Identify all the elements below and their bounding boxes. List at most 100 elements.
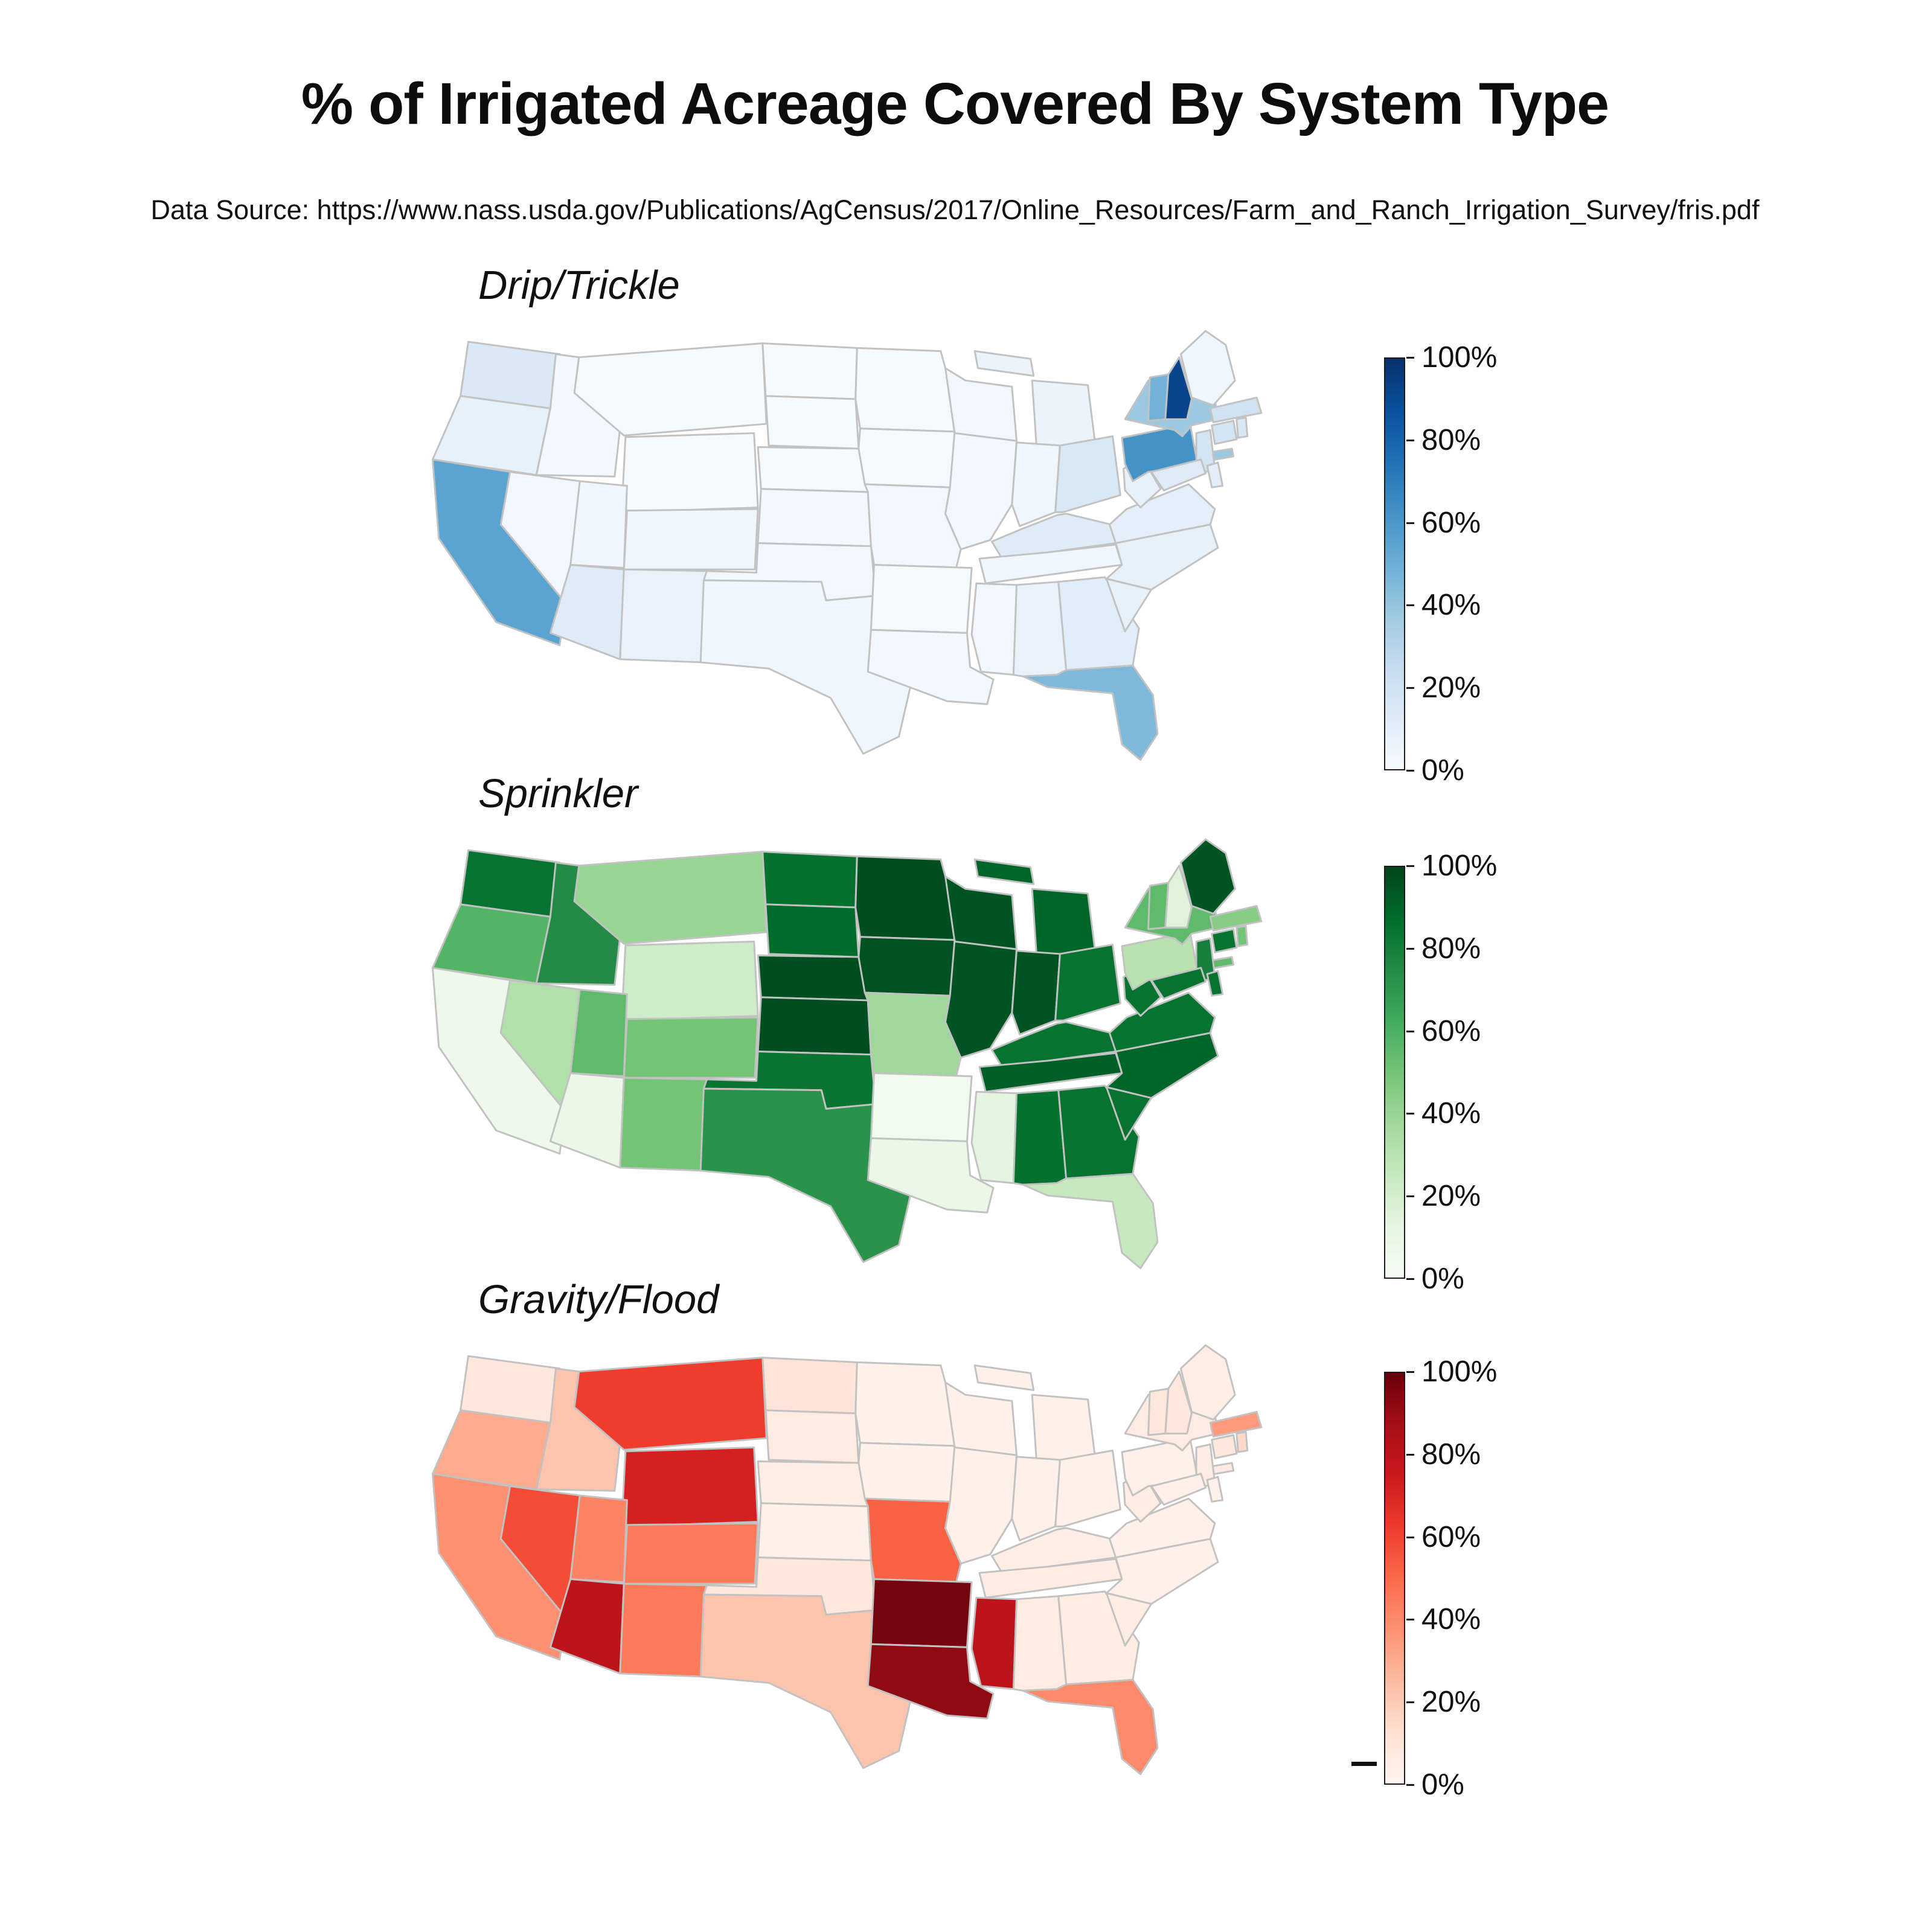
state-TX <box>699 1087 914 1263</box>
state-AL <box>1012 1595 1068 1692</box>
state-IN <box>1011 1456 1061 1541</box>
state-UT <box>569 1494 628 1584</box>
colorbar-tick-label: 0% <box>1421 1262 1464 1295</box>
state-LA <box>867 1643 995 1719</box>
colorbar-tick <box>1406 1537 1414 1538</box>
state-FL <box>1022 664 1159 761</box>
state-MD <box>1150 458 1207 491</box>
state-MS <box>970 582 1017 676</box>
colorbar-tick <box>1406 1195 1414 1197</box>
colorbar-tick-label: 80% <box>1421 424 1481 456</box>
state-UT <box>569 988 628 1078</box>
colorbar-tick-label: 80% <box>1421 932 1481 965</box>
colorbar-gradient <box>1384 357 1405 770</box>
state-SD <box>764 903 860 958</box>
state-RI <box>1235 1431 1249 1453</box>
state-MA <box>1209 1410 1263 1438</box>
state-VA <box>1108 1497 1216 1559</box>
colorbar-tick <box>1406 440 1414 441</box>
state-WY <box>620 432 759 513</box>
state-KS <box>757 488 872 548</box>
colorbar-sprinkler: 100% 80% 60% 40% 20% 0% <box>1384 849 1638 1295</box>
colorbar-tick <box>1406 604 1414 606</box>
colorbar-tick <box>1406 1619 1414 1620</box>
colorbar-tick-label: 20% <box>1421 1686 1481 1718</box>
colorbar-tick-label: 40% <box>1421 589 1481 621</box>
state-MA <box>1209 904 1263 932</box>
state-MI <box>1031 1393 1097 1466</box>
colorbar-tick <box>1406 1278 1414 1280</box>
state-OH <box>1054 944 1121 1022</box>
map-title-gravity-flood: Gravity/Flood <box>478 1277 719 1322</box>
state-AL <box>1012 581 1068 677</box>
state-DE <box>1206 970 1224 997</box>
state-ME <box>1179 838 1236 915</box>
colorbar-tick <box>1406 1113 1414 1115</box>
state-MS <box>970 1090 1017 1185</box>
state-AL <box>1012 1089 1068 1186</box>
map-title-drip-trickle: Drip/Trickle <box>478 263 680 308</box>
colorbar-tick-label: 20% <box>1421 671 1481 704</box>
state-CT <box>1211 1434 1238 1459</box>
state-DE <box>1206 1476 1224 1503</box>
state-FL <box>1022 1172 1159 1270</box>
page-title: % of Irrigated Acreage Covered By System… <box>301 71 1609 136</box>
state-MD <box>1150 967 1207 1000</box>
state-WI <box>944 1381 1017 1456</box>
colorbar-tick <box>1406 357 1414 359</box>
state-MO <box>864 483 962 569</box>
state-MO <box>864 1497 962 1584</box>
state-SD <box>764 395 860 450</box>
colorbar-tick <box>1406 948 1414 950</box>
colorbar-tick-label: 0% <box>1421 754 1464 787</box>
colorbar-tick-label: 60% <box>1421 1521 1481 1553</box>
state-OH <box>1054 1450 1121 1527</box>
state-TX <box>699 579 914 755</box>
state-LA <box>867 629 995 705</box>
state-MD <box>1150 1473 1207 1506</box>
state-UT <box>569 480 628 569</box>
state-MT <box>573 851 768 945</box>
state-WI <box>944 875 1017 950</box>
state-AR <box>870 1072 973 1142</box>
state-CO <box>623 1016 759 1079</box>
state-ND <box>761 1357 858 1415</box>
state-MT <box>573 1357 768 1451</box>
colorbar-tick <box>1406 522 1414 524</box>
state-IN <box>1011 950 1061 1035</box>
colorbar-tick-label: 40% <box>1421 1097 1481 1130</box>
colorbar-tick-label: 100% <box>1421 341 1498 374</box>
state-MS <box>970 1596 1017 1690</box>
state-IA <box>857 936 964 997</box>
colorbar-tick <box>1406 770 1414 772</box>
colorbar-tick-label: 100% <box>1421 849 1498 882</box>
state-IL <box>944 430 1017 551</box>
state-TX <box>699 1593 914 1769</box>
colorbar-tick-label: 0% <box>1421 1768 1464 1801</box>
colorbar-tick-label: 80% <box>1421 1438 1481 1471</box>
state-DE <box>1206 461 1224 488</box>
state-NH <box>1164 356 1193 420</box>
state-CO <box>623 1522 759 1585</box>
state-VA <box>1108 991 1216 1053</box>
colorbar-tick-label: 60% <box>1421 507 1481 539</box>
state-ND <box>761 342 858 400</box>
colorbar-tick <box>1406 1371 1414 1373</box>
state-IA <box>857 1442 964 1503</box>
state-AR <box>870 564 973 634</box>
state-MI <box>973 859 1035 885</box>
state-MI <box>973 350 1035 377</box>
colorbar-tick <box>1406 1031 1414 1032</box>
choropleth-map-drip-trickle <box>431 330 1263 761</box>
colorbar-tick-label: 100% <box>1421 1355 1498 1388</box>
colorbar-gradient <box>1384 866 1405 1279</box>
colorbar-tick-label: 40% <box>1421 1603 1481 1636</box>
map-title-sprinkler: Sprinkler <box>478 771 638 816</box>
state-WI <box>944 367 1017 442</box>
state-MA <box>1209 396 1263 423</box>
colorbar-tick <box>1406 865 1414 867</box>
colorbar-tick <box>1406 1784 1414 1786</box>
map-section-sprinkler: Sprinkler 100% 80% 60% 40% 20% 0% <box>0 762 1910 1295</box>
state-ND <box>761 851 858 909</box>
